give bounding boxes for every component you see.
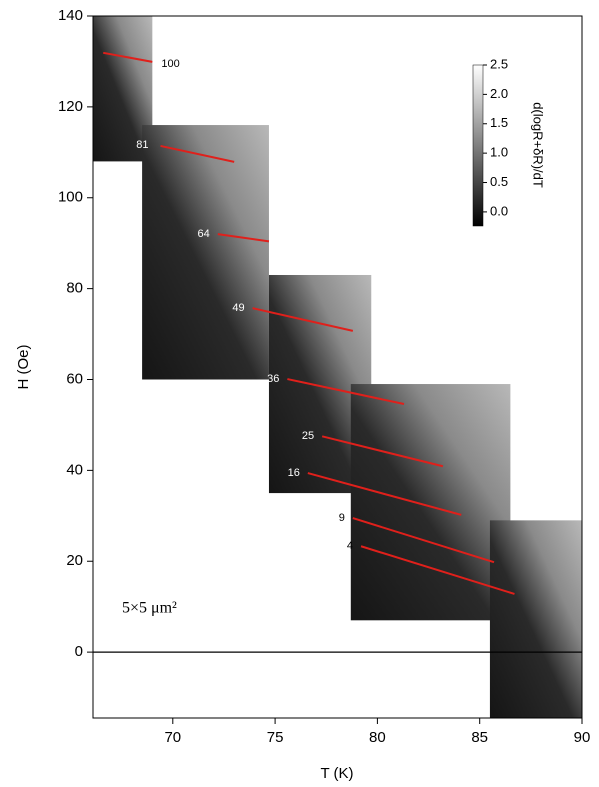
line-label: 16 [288,467,300,479]
x-tick-label: 85 [471,729,488,746]
field-line [307,472,462,516]
heatmap-region [350,384,511,621]
colorbar [472,64,484,227]
x-tick-label: 90 [574,729,591,746]
heatmap-region [489,520,582,718]
y-tick-label: 120 [58,98,83,115]
x-tick-label: 75 [267,729,284,746]
y-tick-label: 100 [58,189,83,206]
field-line [103,51,153,63]
field-line [352,517,495,564]
y-axis-label: H (Oe) [15,344,32,389]
colorbar-tick-label: 1.5 [490,115,508,130]
y-tick-label: 60 [66,370,83,387]
y-tick-label: 80 [66,280,83,297]
line-label: 49 [232,302,244,314]
colorbar-tick-label: 2.0 [490,86,508,101]
field-line [321,435,444,468]
line-label: 25 [302,430,314,442]
annotation: 5×5 μm² [122,600,177,617]
x-tick-label: 70 [164,729,181,746]
colorbar-tick-label: 2.5 [490,56,508,71]
line-label: 81 [136,139,148,151]
line-label: 4 [347,540,353,552]
line-label: 36 [267,373,279,385]
field-line [160,144,235,163]
colorbar-tick-label: 1.0 [490,145,508,160]
x-axis-label: T (K) [320,765,353,782]
y-tick-label: 20 [66,552,83,569]
field-line [252,307,354,332]
y-tick-label: 140 [58,7,83,24]
colorbar-label: d(logR+δR)/dT [531,102,546,188]
field-line [360,545,515,595]
y-tick-label: 40 [66,461,83,478]
colorbar-tick-label: 0.0 [490,203,508,218]
line-label: 64 [198,228,210,240]
line-label: 9 [339,512,345,524]
field-line [217,233,270,243]
plot-frame [92,15,583,719]
field-line [287,378,405,406]
colorbar-tick-label: 0.5 [490,174,508,189]
heatmap-region [142,125,269,380]
line-label: 100 [161,58,179,70]
y-tick-label: 0 [75,643,83,660]
x-tick-label: 80 [369,729,386,746]
